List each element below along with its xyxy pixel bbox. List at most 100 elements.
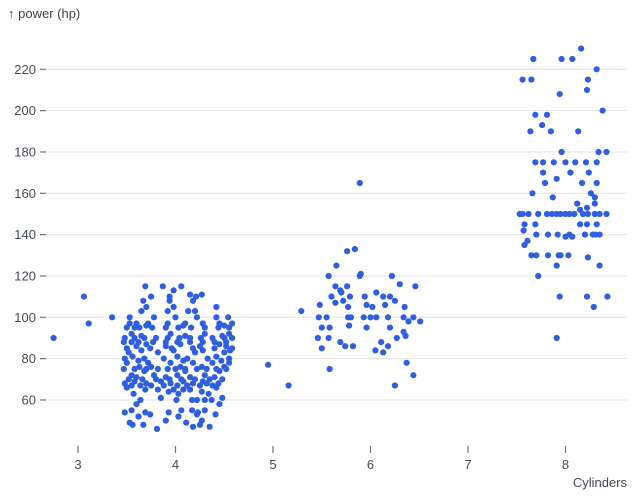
data-point	[595, 148, 602, 156]
data-point	[577, 221, 584, 228]
data-point	[170, 287, 177, 294]
y-tick-label: 80	[22, 351, 36, 366]
data-point	[579, 210, 587, 218]
data-point	[201, 396, 208, 404]
data-point	[129, 353, 136, 360]
data-point	[170, 303, 177, 311]
data-point	[382, 301, 389, 308]
data-point	[367, 314, 374, 321]
data-point	[201, 372, 208, 379]
data-point	[199, 378, 206, 385]
data-point	[198, 291, 205, 298]
data-point	[557, 252, 564, 259]
data-point	[342, 343, 349, 350]
data-point	[142, 283, 149, 290]
data-point	[137, 382, 144, 389]
data-point	[356, 179, 363, 187]
x-tick-label: 3	[74, 457, 81, 472]
y-tick-label: 200	[14, 103, 36, 118]
data-point	[556, 293, 563, 300]
data-point	[541, 179, 549, 187]
data-point	[578, 45, 585, 52]
data-point	[532, 159, 539, 166]
data-point	[596, 262, 603, 269]
data-point	[193, 314, 200, 321]
data-point	[403, 359, 410, 366]
data-point	[265, 361, 272, 368]
data-point	[203, 365, 210, 373]
data-point	[584, 76, 592, 83]
data-point	[553, 262, 560, 269]
x-tick-label: 6	[367, 457, 374, 472]
data-point	[338, 289, 345, 296]
data-point	[184, 382, 191, 389]
data-point	[575, 128, 582, 135]
data-point	[133, 401, 140, 408]
data-point	[591, 200, 598, 207]
data-point	[549, 194, 556, 201]
data-point	[285, 382, 292, 389]
data-point	[80, 293, 87, 300]
data-point	[189, 359, 197, 366]
data-point	[347, 314, 355, 321]
y-tick-label: 180	[14, 144, 36, 159]
data-point	[154, 365, 161, 373]
data-point	[591, 210, 598, 218]
y-tick-label: 160	[14, 186, 36, 201]
data-point	[527, 128, 534, 135]
data-point	[550, 159, 557, 166]
data-point	[131, 365, 138, 373]
data-point	[360, 314, 367, 321]
data-point	[520, 227, 527, 234]
data-point	[138, 308, 145, 315]
data-point	[417, 318, 424, 325]
data-point	[569, 233, 576, 240]
x-tick-label: 4	[172, 457, 179, 472]
data-point	[120, 365, 127, 373]
data-point	[582, 159, 590, 166]
data-point	[553, 175, 560, 182]
data-point	[213, 303, 220, 311]
data-point	[357, 270, 364, 277]
data-point	[410, 372, 417, 379]
data-point	[137, 396, 144, 404]
data-point	[553, 334, 560, 342]
data-point	[380, 349, 387, 356]
data-point	[177, 363, 184, 370]
data-point	[384, 314, 392, 321]
data-point	[182, 320, 189, 327]
data-point	[325, 334, 332, 342]
data-point	[344, 283, 351, 290]
data-point	[585, 169, 593, 176]
data-point	[581, 231, 589, 238]
data-point	[562, 233, 569, 240]
data-point	[587, 190, 595, 197]
data-point	[380, 293, 387, 300]
data-point	[566, 210, 573, 218]
data-point	[373, 314, 380, 321]
data-point	[318, 324, 325, 331]
data-point	[569, 55, 576, 63]
data-point	[212, 411, 219, 418]
data-point	[182, 332, 189, 339]
data-point	[328, 293, 335, 300]
data-point	[188, 324, 195, 331]
data-point	[209, 359, 216, 366]
data-point	[178, 283, 185, 290]
data-point	[340, 297, 347, 304]
data-point	[583, 86, 591, 94]
data-point	[143, 303, 150, 311]
data-point	[166, 293, 173, 300]
data-point	[593, 66, 600, 73]
data-point	[556, 91, 563, 98]
data-point	[145, 359, 152, 366]
data-point	[226, 330, 233, 337]
data-point	[391, 382, 398, 389]
data-point	[528, 76, 535, 83]
data-point	[412, 283, 419, 290]
data-point	[590, 303, 597, 311]
data-point	[143, 365, 150, 373]
y-axis-title: ↑ power (hp)	[8, 6, 81, 21]
data-point	[140, 297, 147, 304]
